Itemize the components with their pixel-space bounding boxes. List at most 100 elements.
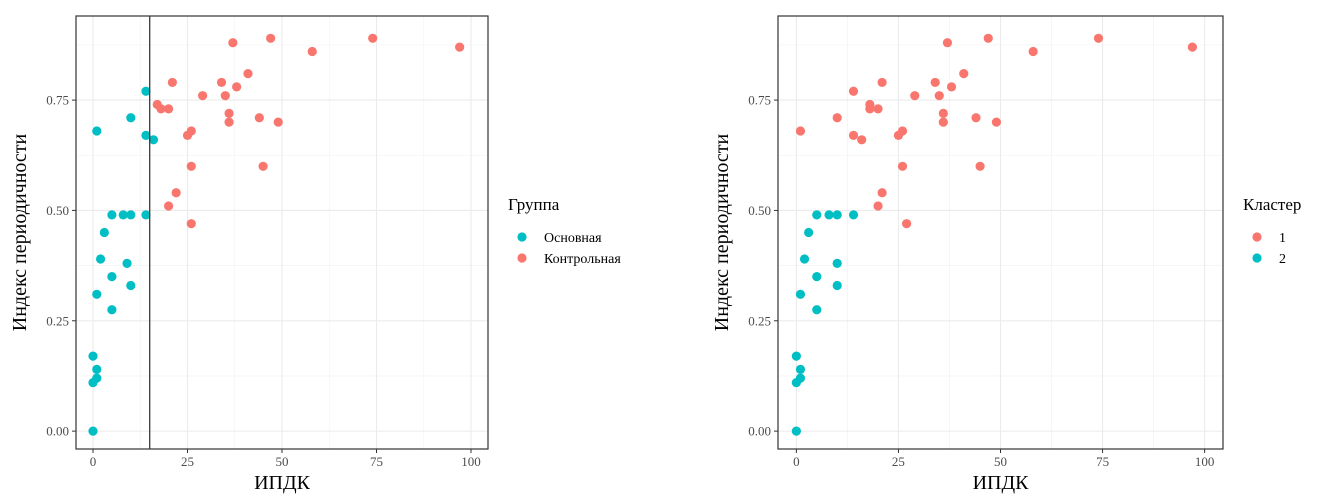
data-point-series-b [224, 108, 234, 118]
x-tick-label: 75 [1096, 454, 1109, 469]
legend-label: Контрольная [544, 252, 621, 267]
data-point-series-b [258, 161, 268, 171]
data-point-series-b [799, 254, 810, 264]
data-point-series-a [865, 104, 875, 114]
data-point-series-b [266, 33, 276, 43]
data-point-series-b [791, 426, 801, 436]
data-point-series-a [857, 135, 867, 145]
data-point-series-a [832, 113, 842, 123]
data-point-series-a [88, 377, 98, 388]
y-tick-label: 0.75 [748, 93, 771, 108]
data-point-series-a [92, 364, 102, 374]
x-tick-label: 50 [276, 454, 289, 469]
x-tick-label: 0 [793, 454, 800, 469]
data-point-series-b [243, 69, 253, 79]
data-point-series-a [934, 91, 944, 101]
data-point-series-a [873, 104, 883, 114]
data-point-series-b [224, 117, 234, 127]
data-point-series-b [804, 227, 814, 238]
data-point-series-b [832, 258, 842, 268]
x-axis-title: ИПДК [973, 472, 1030, 494]
data-point-series-a [991, 117, 1002, 127]
data-point-series-a [877, 77, 887, 88]
data-point-series-b [164, 201, 174, 211]
y-tick-label: 0.00 [46, 424, 69, 439]
x-tick-label: 25 [181, 454, 194, 469]
data-point-series-a [92, 126, 102, 136]
data-point-series-a [959, 69, 969, 79]
data-point-series-a [126, 280, 136, 291]
x-tick-label: 75 [370, 454, 383, 469]
data-point-series-b [812, 210, 822, 220]
data-point-series-b [232, 82, 242, 92]
x-tick-label: 50 [994, 454, 1007, 469]
x-tick-label: 100 [1195, 454, 1215, 469]
data-point-series-b [791, 351, 801, 361]
legend-label: 1 [1279, 231, 1286, 246]
x-axis-title: ИПДК [254, 472, 311, 494]
data-point-series-b [198, 91, 208, 101]
y-tick-label: 0.25 [46, 313, 69, 328]
data-point-series-a [1187, 42, 1197, 52]
data-point-series-b [182, 130, 193, 140]
data-point-series-a [795, 126, 806, 136]
data-point-series-a [893, 130, 904, 140]
data-point-series-a [95, 254, 106, 264]
chart-panel-group: 0 25 50 75 100 0.00 0.25 0.50 0.75 ИПДК Индекс пер… [9, 15, 621, 494]
data-point-series-a [99, 227, 109, 238]
data-point-series-a [141, 130, 151, 140]
data-point-series-a [1028, 46, 1038, 57]
data-point-series-a [938, 117, 948, 127]
data-point-series-a [848, 86, 859, 96]
data-point-series-b [273, 117, 283, 127]
data-point-series-a [1093, 33, 1104, 43]
data-point-series-b [795, 364, 806, 374]
data-point-series-b [812, 305, 822, 315]
data-point-series-a [971, 113, 981, 123]
data-point-series-b [832, 280, 842, 291]
data-point-series-b [812, 272, 822, 282]
data-point-series-b [186, 219, 196, 229]
data-point-series-b [164, 104, 174, 114]
data-point-series-a [897, 161, 908, 171]
data-point-series-a [942, 38, 953, 48]
y-tick-label: 0.25 [748, 313, 771, 328]
data-point-series-b [832, 210, 842, 220]
legend-swatch [517, 232, 527, 242]
data-point-series-a [107, 272, 117, 282]
data-point-series-a [122, 258, 132, 268]
data-point-series-a [877, 188, 887, 198]
data-point-series-b [307, 46, 317, 57]
data-point-series-b [167, 77, 177, 88]
data-point-series-a [975, 161, 985, 171]
legend-title: Кластер [1243, 195, 1301, 214]
legend-label: 2 [1279, 252, 1286, 267]
y-tick-label: 0.50 [748, 203, 771, 218]
y-axis-title: Индекс периодичности [711, 133, 733, 331]
plot-border [75, 15, 489, 450]
data-point-series-a [983, 33, 993, 43]
data-point-series-b [186, 161, 196, 171]
data-point-series-a [141, 210, 151, 220]
data-point-series-a [910, 91, 920, 101]
data-point-series-b [171, 188, 181, 198]
data-point-series-a [118, 210, 128, 220]
y-tick-label: 0.50 [46, 203, 69, 218]
data-point-series-a [126, 113, 136, 123]
y-tick-label: 0.00 [748, 424, 771, 439]
data-point-series-b [824, 210, 834, 220]
data-point-series-a [873, 201, 883, 211]
data-point-series-a [148, 135, 159, 145]
data-point-series-b [220, 91, 230, 101]
data-point-series-a [88, 426, 98, 436]
chart-panel-cluster: 0 25 50 75 100 0.00 0.25 0.50 0.75 ИПДК Индекс пер… [711, 15, 1301, 494]
data-point-series-a [946, 82, 957, 92]
data-point-series-a [902, 219, 912, 229]
x-tick-label: 100 [461, 454, 481, 469]
data-point-series-a [938, 108, 948, 118]
data-point-series-a [107, 210, 117, 220]
y-axis-title: Индекс периодичности [9, 133, 31, 331]
data-point-series-a [930, 77, 940, 88]
legend-swatch [1252, 232, 1262, 242]
